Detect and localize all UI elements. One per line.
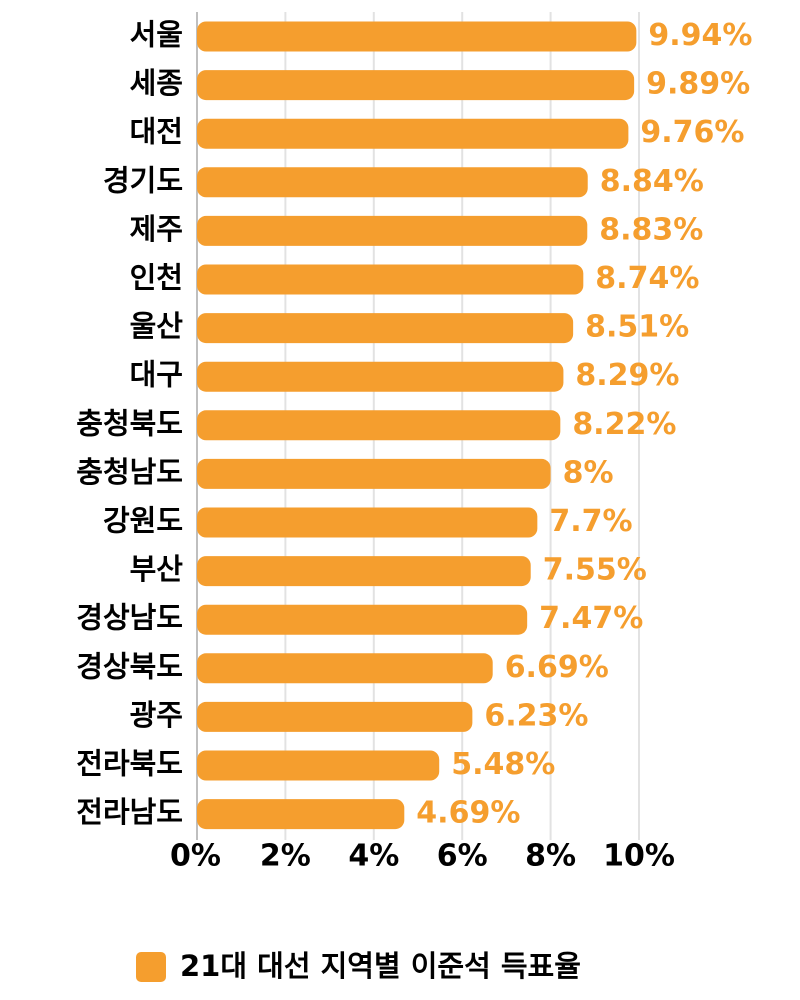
value-label: 7.55% bbox=[543, 553, 647, 588]
category-label: 충청남도 bbox=[76, 455, 183, 489]
x-axis-ticks: 0% 2% 4% 6% 8% 10% bbox=[170, 839, 675, 874]
category-label: 경상남도 bbox=[76, 601, 183, 635]
value-label: 8% bbox=[563, 455, 614, 490]
bar bbox=[197, 70, 635, 101]
value-label: 6.69% bbox=[505, 650, 609, 685]
bar bbox=[197, 701, 473, 732]
category-label: 대구 bbox=[130, 358, 183, 392]
category-label: 광주 bbox=[130, 698, 183, 732]
x-tick-label: 10% bbox=[603, 839, 675, 874]
bar bbox=[197, 215, 588, 246]
x-tick-label: 6% bbox=[437, 839, 488, 874]
value-label: 8.74% bbox=[595, 261, 699, 296]
legend: 21대 대선 지역별 이준석 득표율 bbox=[136, 949, 581, 983]
x-tick-label: 0% bbox=[170, 839, 221, 874]
value-label: 8.51% bbox=[585, 310, 689, 345]
category-label: 전라남도 bbox=[76, 795, 183, 829]
category-label: 전라북도 bbox=[76, 747, 183, 781]
bar bbox=[197, 556, 531, 587]
value-label: 7.47% bbox=[539, 601, 643, 636]
category-label: 인천 bbox=[130, 261, 183, 295]
category-label: 부산 bbox=[130, 552, 184, 586]
category-label: 충청북도 bbox=[76, 406, 183, 440]
category-labels: 서울세종대전경기도제주인천울산대구충청북도충청남도강원도부산경상남도경상북도광주… bbox=[76, 18, 183, 830]
category-label: 강원도 bbox=[103, 504, 183, 538]
value-label: 7.7% bbox=[549, 504, 632, 539]
x-tick-label: 8% bbox=[525, 839, 576, 874]
legend-swatch bbox=[136, 952, 166, 982]
value-label: 4.69% bbox=[416, 796, 520, 831]
value-label: 8.29% bbox=[575, 358, 679, 393]
bar bbox=[197, 410, 561, 441]
bar bbox=[197, 167, 588, 198]
bar bbox=[197, 313, 574, 344]
bar bbox=[197, 21, 637, 52]
category-label: 세종 bbox=[130, 66, 183, 100]
category-label: 제주 bbox=[130, 212, 183, 246]
value-label: 6.23% bbox=[484, 698, 588, 733]
value-labels: 9.94% 9.89% 9.76% 8.84% 8.83% 8.74% 8.51% 8.29%… bbox=[416, 18, 752, 831]
bar bbox=[197, 750, 440, 781]
value-label: 9.89% bbox=[646, 67, 750, 102]
category-label: 경상북도 bbox=[76, 649, 183, 683]
bar bbox=[197, 361, 564, 392]
x-tick-label: 4% bbox=[348, 839, 399, 874]
value-label: 8.22% bbox=[572, 407, 676, 442]
value-label: 9.94% bbox=[648, 18, 752, 53]
bars bbox=[197, 21, 637, 830]
legend-label: 21대 대선 지역별 이준석 득표율 bbox=[180, 949, 581, 983]
category-label: 경기도 bbox=[103, 163, 183, 197]
bar bbox=[197, 264, 584, 295]
bar bbox=[197, 458, 551, 489]
value-label: 9.76% bbox=[640, 115, 744, 150]
bar bbox=[197, 604, 528, 635]
bar bbox=[197, 507, 538, 538]
value-label: 8.84% bbox=[600, 164, 704, 199]
bar bbox=[197, 118, 629, 149]
bar bbox=[197, 799, 405, 830]
x-tick-label: 2% bbox=[260, 839, 311, 874]
value-label: 5.48% bbox=[451, 747, 555, 782]
category-label: 서울 bbox=[130, 18, 183, 52]
category-label: 대전 bbox=[130, 115, 183, 149]
bar bbox=[197, 653, 493, 684]
category-label: 울산 bbox=[130, 309, 184, 343]
value-label: 8.83% bbox=[599, 212, 703, 247]
